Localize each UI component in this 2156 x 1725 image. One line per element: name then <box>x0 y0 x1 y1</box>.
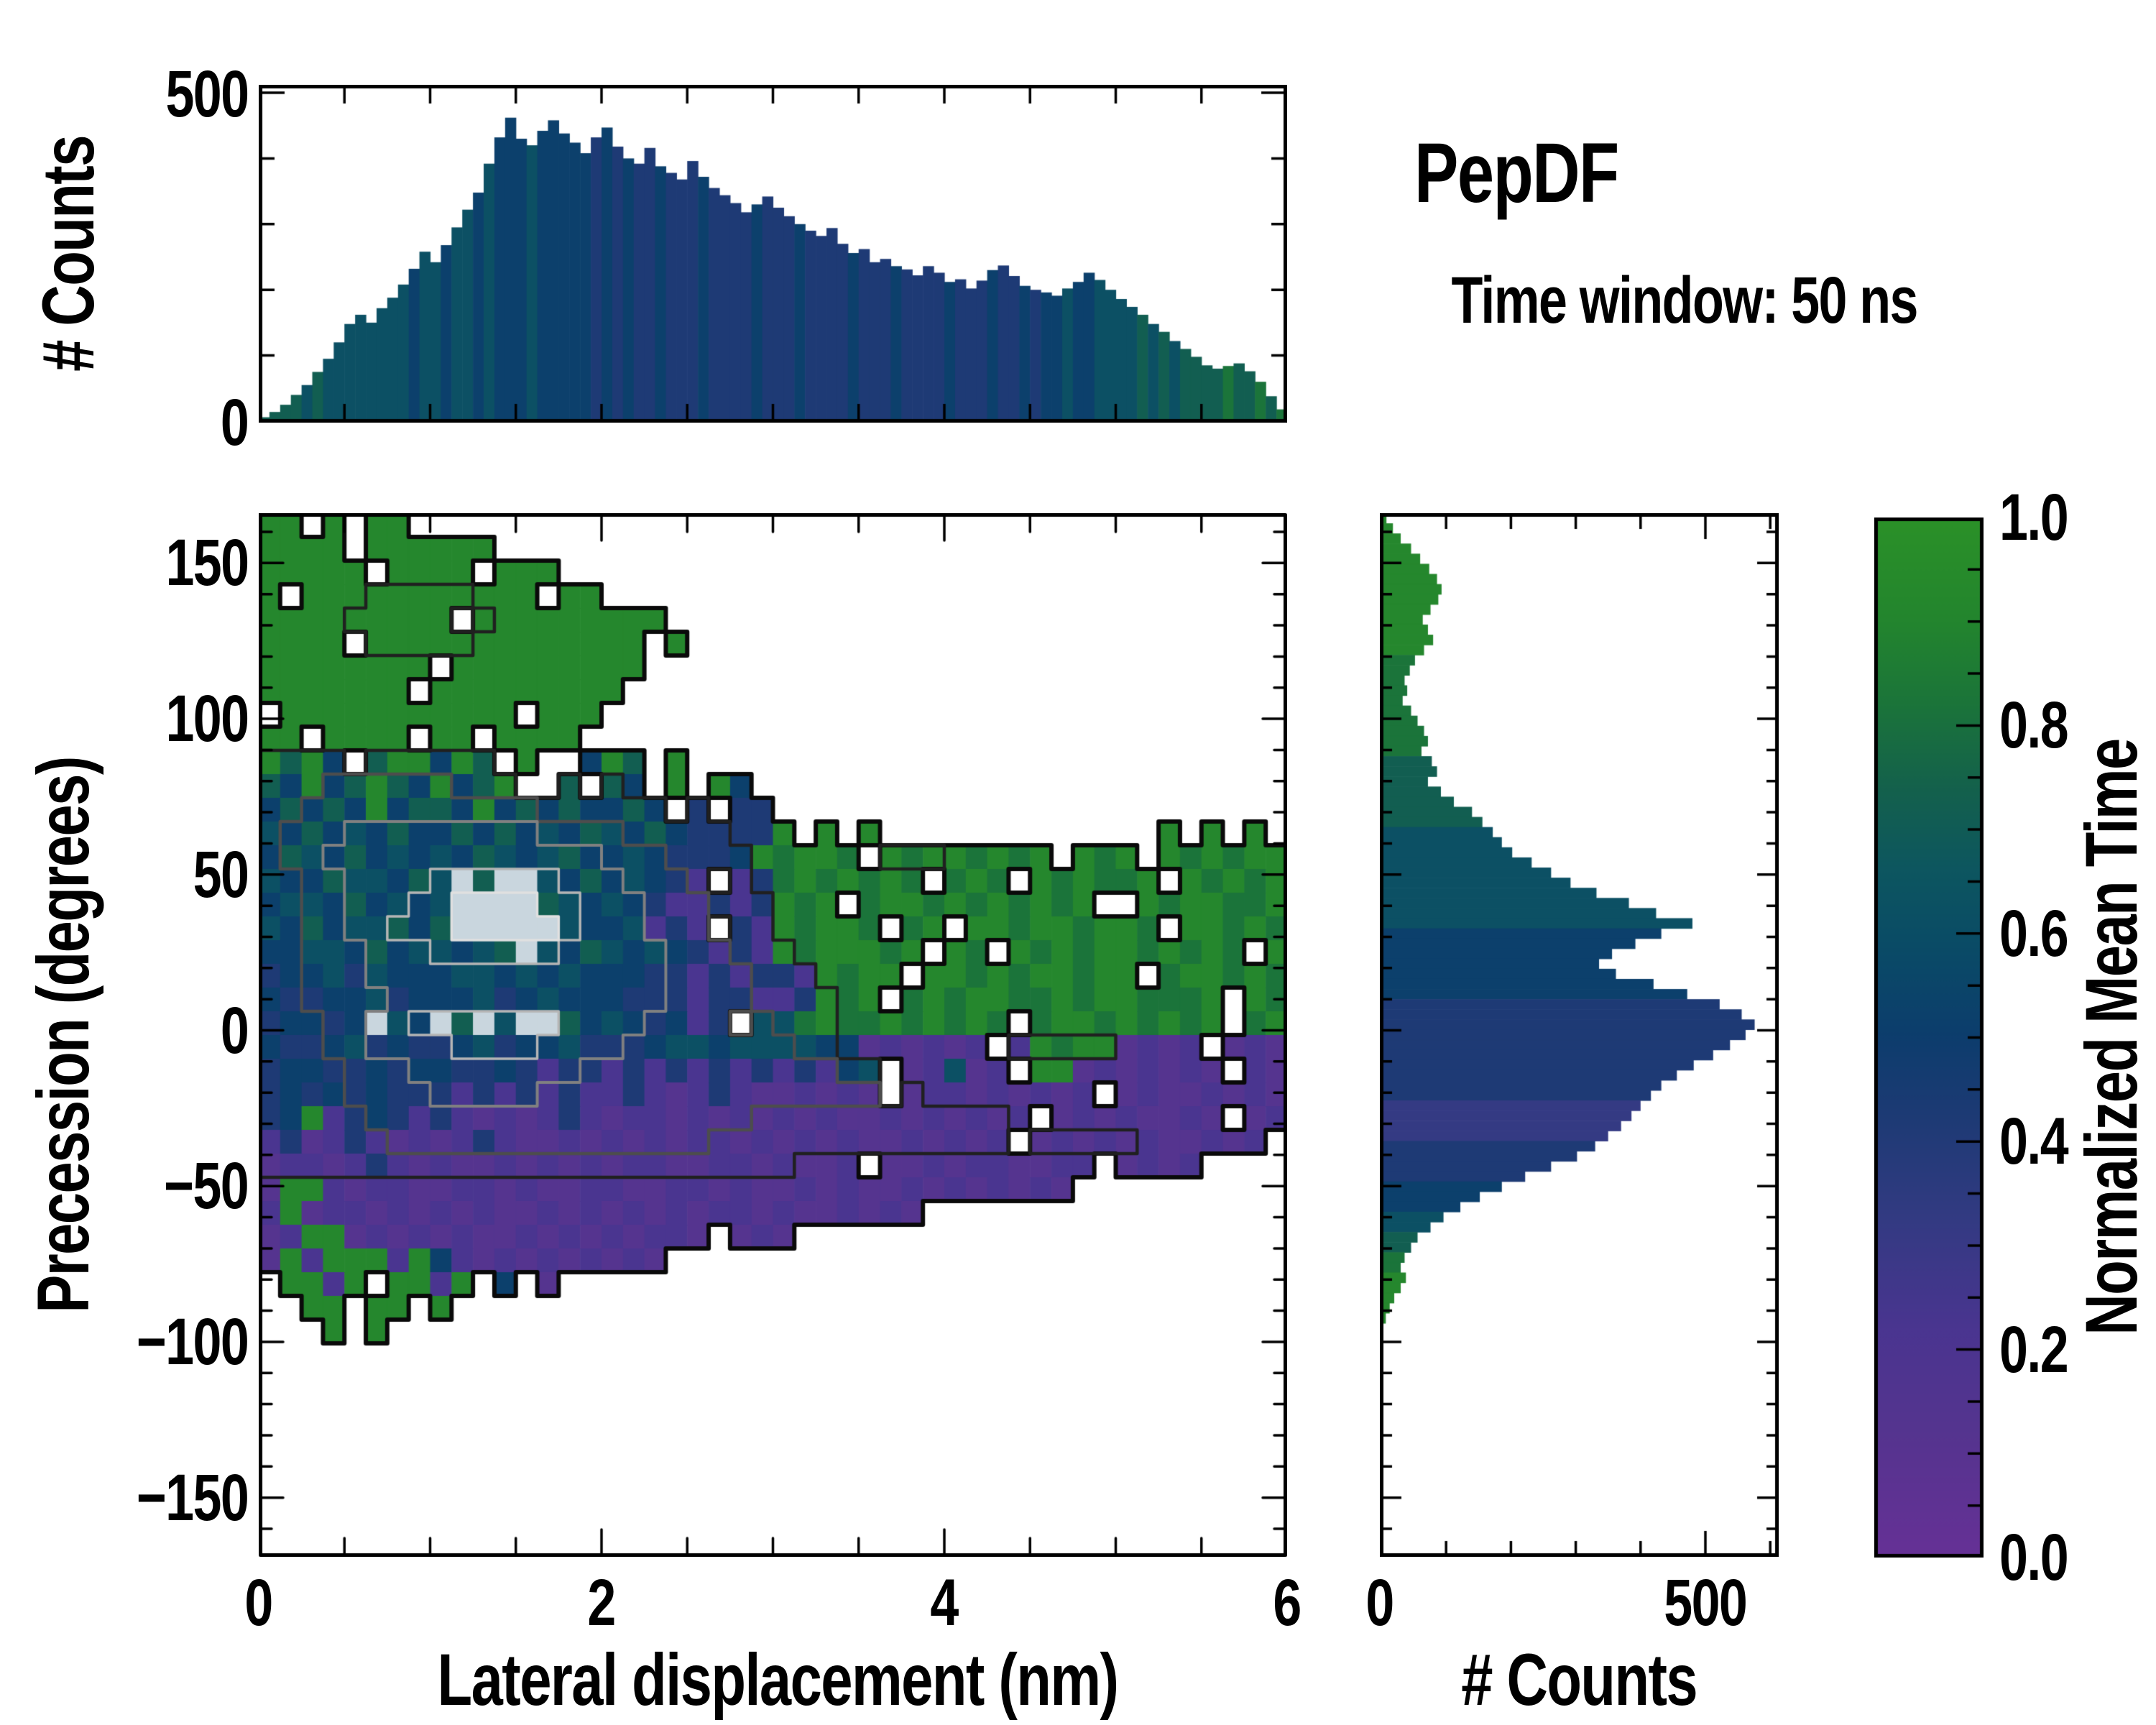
top-hist-ylabel: # Counts <box>27 136 109 372</box>
right-hist-xtick-0: 0 <box>1365 1566 1395 1639</box>
top-hist-ytick-500: 500 <box>165 58 249 131</box>
cbar-tick-0.8: 0.8 <box>1999 689 2069 762</box>
main-ytick-0: 0 <box>220 994 249 1067</box>
cbar-label: Normalized Mean Time <box>2070 739 2152 1335</box>
main-xlabel: Lateral displacement (nm) <box>437 1639 1119 1721</box>
page-title: PepDF <box>1414 126 1619 221</box>
cbar-tick-0.0: 0.0 <box>1999 1521 2069 1594</box>
colorbar-canvas <box>1874 518 1984 1558</box>
main-heatmap-canvas <box>259 513 1287 1557</box>
right-histogram-canvas <box>1380 513 1779 1557</box>
main-xtick-2: 2 <box>587 1566 617 1639</box>
top-histogram-canvas <box>259 85 1287 423</box>
main-ytick-150: 150 <box>165 526 249 599</box>
main-ytick-50: 50 <box>193 838 249 911</box>
right-hist-xlabel: # Counts <box>1461 1639 1697 1721</box>
main-ytick-m150: −150 <box>136 1461 249 1535</box>
top-hist-ytick-0: 0 <box>220 386 249 459</box>
cbar-tick-1.0: 1.0 <box>1999 481 2069 554</box>
main-ytick-m50: −50 <box>163 1149 249 1223</box>
main-xtick-4: 4 <box>930 1566 959 1639</box>
main-xtick-6: 6 <box>1273 1566 1302 1639</box>
main-xtick-0: 0 <box>244 1566 274 1639</box>
right-hist-xtick-500: 500 <box>1664 1566 1748 1639</box>
main-ytick-m100: −100 <box>136 1305 249 1379</box>
subtitle-time-window: Time window: 50 ns <box>1451 264 1918 337</box>
cbar-tick-0.6: 0.6 <box>1999 897 2069 970</box>
cbar-tick-0.2: 0.2 <box>1999 1313 2069 1386</box>
main-ytick-100: 100 <box>165 682 249 755</box>
cbar-tick-0.4: 0.4 <box>1999 1105 2069 1178</box>
